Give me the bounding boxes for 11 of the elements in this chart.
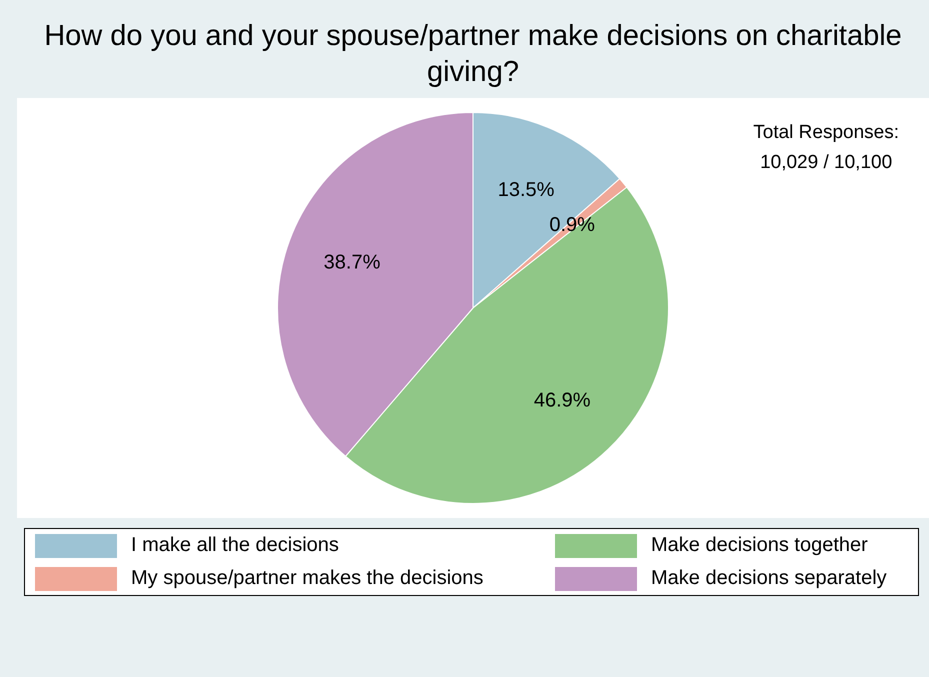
data-label: 46.9% [534, 390, 591, 412]
text: Total Responses: [753, 121, 899, 145]
data-label: 38.7% [324, 252, 381, 274]
text: 10,029 / 10,100 [759, 151, 894, 175]
data-label: 13.5% [498, 178, 555, 201]
legend-label: Make decisions separately [651, 567, 887, 590]
chart-title: How do you and your spouse/partner make decisions on charitable giving? [43, 19, 903, 90]
legend-label: Make decisions together [651, 534, 868, 557]
legend-label: My spouse/partner makes the decisions [131, 567, 484, 590]
data-label: 0.9% [549, 214, 596, 236]
legend-label: I make all the decisions [131, 534, 339, 557]
